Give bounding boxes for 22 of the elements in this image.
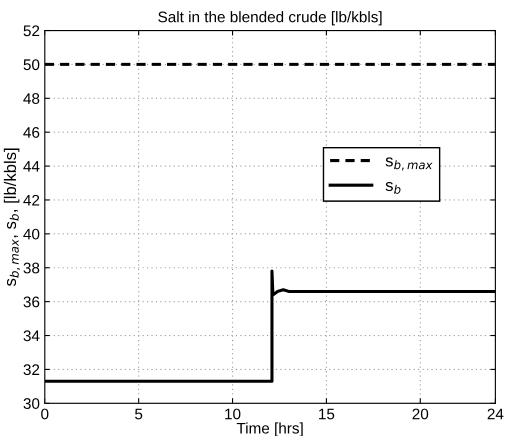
y-tick-label: 42 [23,194,40,206]
y-tick-label: 52 [24,25,40,36]
y-tick-label: 34 [24,330,40,342]
chart-title: Salt in the blended crude [lb/kbls] [158,11,382,26]
legend-label: s$_{b,max}$ [386,157,433,170]
y-tick-label: 44 [23,161,40,172]
legend-label: s$_{b}$ [386,182,400,194]
y-tick-label: 40 [23,228,40,240]
x-tick-label: 5 [135,408,142,420]
x-tick-label: 20 [412,408,428,420]
y-tick-label: 50 [24,59,40,70]
y-axis-title: s$_{b,max}$, s$_{b}$, [lb/kbls] [4,148,20,286]
x-tick-label: 0 [41,408,48,420]
y-tick-label: 46 [23,127,40,138]
y-tick-label: 38 [24,262,40,274]
x-tick-label: 24 [488,408,504,420]
y-tick-label: 32 [24,364,40,376]
x-tick-label: 15 [319,408,334,420]
y-tick-label: 48 [23,93,40,104]
y-tick-label: 36 [24,296,40,308]
x-tick-label: 10 [225,408,240,420]
y-tick-label: 30 [24,398,40,409]
